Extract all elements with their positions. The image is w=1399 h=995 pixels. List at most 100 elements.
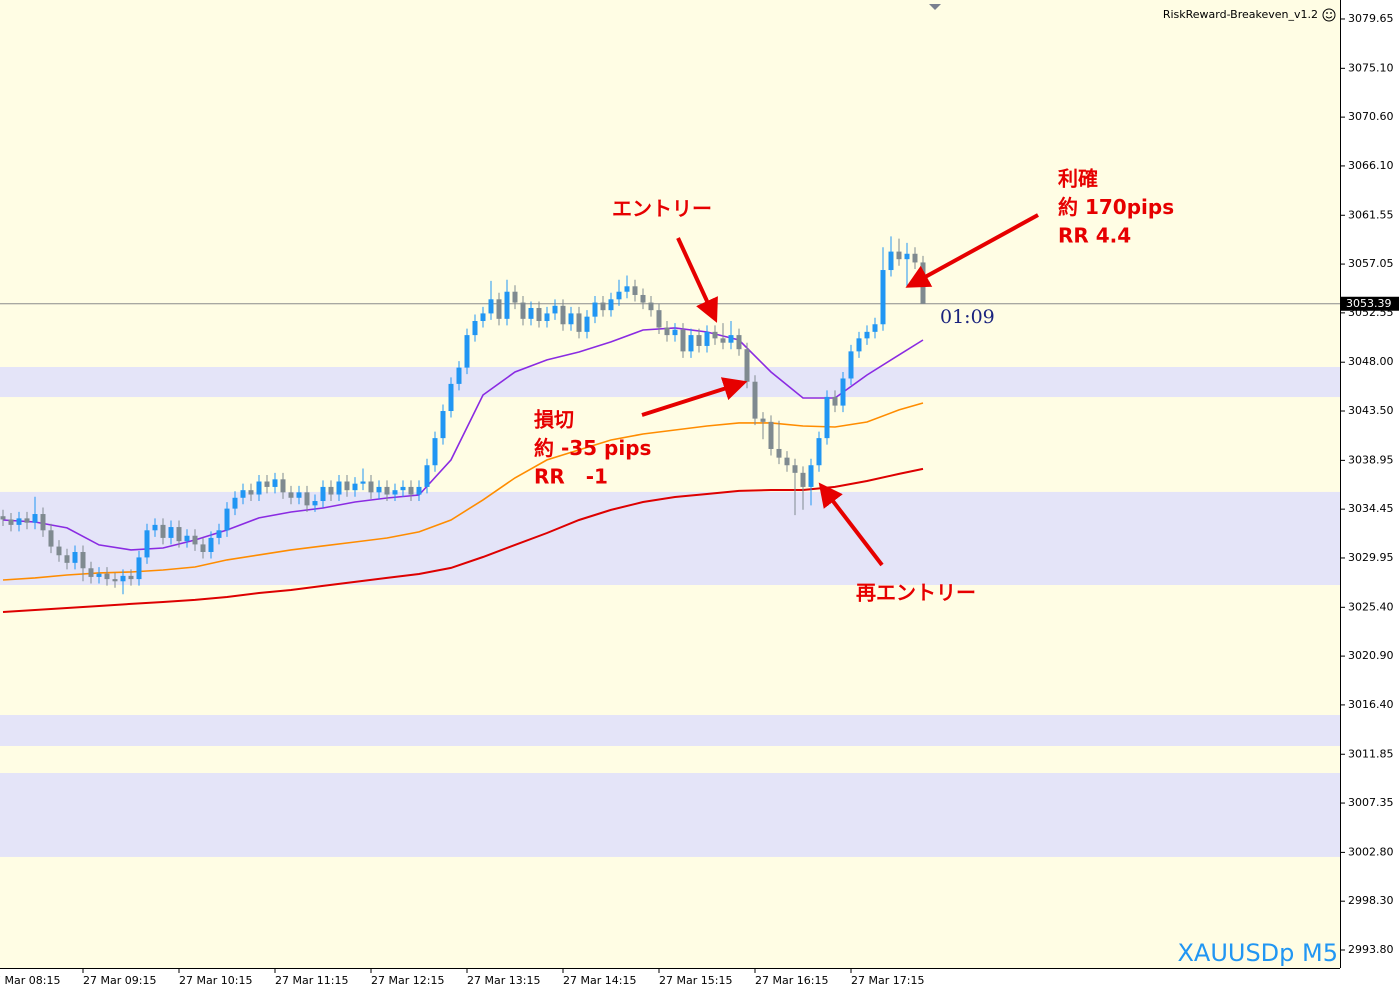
y-tick-label: 3057.05 — [1348, 257, 1394, 270]
candle-body — [520, 302, 526, 319]
candle-body — [16, 518, 22, 525]
candle-body — [320, 486, 326, 502]
candle-body — [472, 321, 478, 336]
candle-body — [408, 486, 414, 495]
y-axis-panel — [1340, 0, 1399, 995]
x-tick-label: 27 Mar 08:15 — [0, 974, 60, 987]
shift-marker — [929, 4, 941, 10]
candle-body — [560, 305, 566, 325]
candle-body — [704, 331, 710, 346]
candle-body — [752, 381, 758, 419]
candle-body — [912, 253, 918, 263]
candle-body — [800, 472, 806, 487]
x-tick-label: 27 Mar 11:15 — [275, 974, 348, 987]
candle-body — [816, 438, 822, 466]
zone — [0, 366, 1340, 398]
candle-body — [312, 501, 318, 506]
annotation: 利確 — [1058, 167, 1098, 191]
candle-body — [48, 530, 54, 547]
candle-body — [392, 490, 398, 495]
zone — [0, 773, 1340, 857]
y-tick-label: 2993.80 — [1348, 943, 1394, 956]
y-tick-label: 3029.95 — [1348, 551, 1394, 564]
candle-body — [64, 555, 70, 563]
candle-body — [8, 519, 14, 525]
candle-body — [88, 568, 94, 577]
arrow — [641, 377, 748, 417]
candle-body — [736, 335, 742, 350]
candle-body — [848, 351, 854, 379]
candle-body — [128, 575, 134, 580]
candle-body — [656, 310, 662, 328]
price-box-label: 3053.39 — [1346, 297, 1392, 310]
candle-body — [32, 514, 38, 523]
candle-body — [480, 313, 486, 322]
candle-body — [80, 551, 86, 569]
candle-body — [576, 313, 582, 332]
candle-body — [40, 514, 46, 531]
y-tick-label: 3020.90 — [1348, 649, 1394, 662]
candle-body — [856, 338, 862, 352]
candle-body — [712, 331, 718, 339]
x-tick-label: 27 Mar 12:15 — [371, 974, 444, 987]
candle-body — [568, 313, 574, 325]
candle-body — [168, 527, 174, 538]
y-tick-label: 3070.60 — [1348, 110, 1394, 123]
candle-body — [232, 497, 238, 509]
candle-body — [240, 490, 246, 498]
candle-body — [640, 294, 646, 303]
x-tick-label: 27 Mar 17:15 — [851, 974, 924, 987]
candle-body — [584, 316, 590, 332]
candle-body — [688, 335, 694, 352]
candle-body — [432, 438, 438, 466]
candle-body — [120, 575, 126, 582]
candle-body — [160, 524, 166, 538]
candle-body — [224, 508, 230, 531]
candle-body — [904, 253, 910, 260]
annotation-arrows — [641, 213, 1039, 567]
candle-body — [104, 573, 110, 580]
candle-body — [696, 335, 702, 346]
zone — [0, 714, 1340, 747]
plot-area — [0, 236, 1340, 857]
arrow — [818, 482, 884, 567]
candle-body — [512, 291, 518, 303]
candle-body — [72, 551, 78, 563]
candle-body — [256, 481, 262, 495]
countdown: 01:09 — [940, 306, 995, 328]
candle-body — [776, 448, 782, 458]
annotation: 約 170pips — [1058, 195, 1174, 219]
arrow — [676, 237, 718, 323]
candle-body — [544, 313, 550, 322]
candle-body — [448, 383, 454, 412]
smiley-icon — [1322, 8, 1336, 22]
x-tick-label: 27 Mar 09:15 — [83, 974, 156, 987]
arrow — [905, 213, 1039, 288]
candle-body — [528, 307, 534, 319]
y-tick-label: 2998.30 — [1348, 894, 1394, 907]
candle-body — [296, 492, 302, 498]
candle-body — [888, 251, 894, 271]
candle-body — [96, 573, 102, 577]
candle-body — [344, 481, 350, 491]
candle-body — [784, 457, 790, 466]
candle-body — [440, 411, 446, 439]
candle-body — [680, 329, 686, 352]
candle-body — [384, 486, 390, 495]
candle-body — [840, 378, 846, 406]
x-tick-label: 27 Mar 10:15 — [179, 974, 252, 987]
candle-body — [744, 349, 750, 382]
candle-body — [600, 302, 606, 311]
candle-body — [416, 486, 422, 495]
candle-body — [672, 329, 678, 336]
candle-body — [0, 516, 6, 520]
candle-body — [24, 518, 30, 523]
candle-body — [328, 486, 334, 495]
candle-body — [264, 481, 270, 487]
candle-body — [400, 486, 406, 491]
candle-body — [896, 251, 902, 260]
candle-body — [608, 299, 614, 311]
candle-body — [872, 324, 878, 332]
annotation: RR -1 — [534, 465, 608, 489]
